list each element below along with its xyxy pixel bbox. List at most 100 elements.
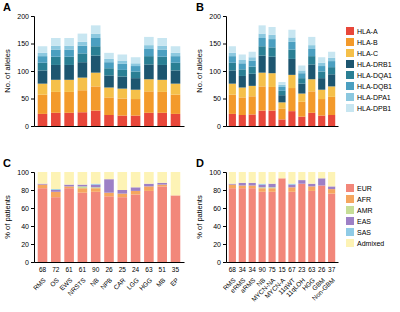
y-tick-mark (31, 244, 34, 245)
bar-segment (229, 114, 236, 126)
legend-item: HLA-DQB1 (346, 82, 392, 91)
bar-segment (38, 172, 48, 184)
y-tick-mark (31, 16, 34, 17)
y-tick: 20 (21, 241, 34, 248)
legend-item: HLA-DQA1 (346, 71, 392, 80)
bar-segment (328, 186, 335, 189)
legend-label: EAS (357, 218, 371, 225)
bar-segment (78, 172, 88, 185)
bar-segment (239, 76, 246, 88)
bar-segment (118, 61, 128, 64)
bar-segment (229, 185, 236, 189)
bar-segment (118, 64, 128, 70)
y-tick-mark (31, 262, 34, 263)
bar-segment (328, 67, 335, 74)
bar-segment (51, 46, 61, 50)
bar-segment (308, 186, 315, 191)
bar-segment (298, 102, 305, 117)
bar-segment (259, 86, 266, 110)
bar-segment (171, 114, 181, 126)
bar-segment (229, 56, 236, 63)
bar-segment (131, 72, 141, 79)
bar-segment (288, 42, 295, 50)
bar-segment (259, 188, 266, 192)
bar-segment (144, 49, 154, 56)
bar-segment (298, 84, 305, 94)
y-tick-label: 50 (213, 95, 221, 102)
bars (38, 172, 181, 262)
bar-segment (91, 38, 101, 46)
legend-swatch (346, 60, 354, 68)
bar-segment (157, 46, 167, 50)
bar-segment (318, 99, 325, 116)
legend-item: HLA-C (346, 49, 378, 57)
y-tick: 200 (209, 13, 226, 20)
bar-segment (239, 115, 246, 126)
bar-segment (259, 46, 266, 55)
bar-segment (229, 172, 236, 184)
y-tick-label: 100 (209, 169, 221, 176)
x-tick: EP (169, 262, 180, 287)
bar-segment (51, 65, 61, 80)
bar-segment (78, 112, 88, 126)
bar-segment (78, 78, 88, 91)
bar-segment (239, 55, 246, 61)
y-tick-mark (223, 190, 226, 191)
bar-segment (171, 63, 181, 71)
bar-segment (278, 82, 285, 85)
y-tick-mark (223, 16, 226, 17)
bar-segment (288, 50, 295, 59)
y-tick-mark (31, 208, 34, 209)
bar-segment (78, 193, 88, 262)
y-tick: 60 (213, 205, 226, 212)
x-tick: HGG (138, 262, 153, 292)
bar-segment (328, 194, 335, 262)
y-axis-line (31, 17, 35, 127)
bar-segment (78, 46, 88, 54)
x-tick-label: MB (155, 276, 167, 288)
bar-segment (268, 192, 275, 262)
legend-item: HLA-DPB1 (346, 104, 391, 112)
x-axis (35, 126, 185, 128)
bar-segment (239, 60, 246, 63)
plot: 050100150200No. of alleles (3, 13, 185, 130)
bar-segment (144, 79, 154, 91)
bar-segment (91, 111, 101, 126)
bar-segment (131, 90, 141, 99)
bar-segment (38, 56, 48, 63)
bar-segment (118, 116, 128, 126)
x-tick-label: Non-GBM (311, 276, 336, 301)
bar-segment (288, 192, 295, 262)
bar-segment (51, 80, 61, 92)
bar-segment (259, 25, 266, 33)
legend: HLA-AHLA-BHLA-CHLA-DRB1HLA-DQA1HLA-DQB1H… (346, 27, 392, 112)
bar-segment (78, 62, 88, 77)
bar-segment (318, 90, 325, 99)
legend-label: HLA-DQB1 (357, 83, 392, 91)
x-tick-label: aRMS (239, 276, 257, 294)
y-tick-label: 200 (209, 13, 221, 20)
bar-segment (308, 56, 315, 64)
y-axis-line (223, 173, 227, 263)
bar-segment (239, 188, 246, 262)
bar-segment (38, 114, 48, 126)
bar-segment (259, 111, 266, 126)
bar-segment (318, 66, 325, 72)
y-axis-title: No. of alleles (3, 49, 12, 93)
legend-swatch (346, 93, 354, 101)
y-axis: 020406080100 (209, 169, 226, 266)
bar-segment (298, 180, 305, 184)
bar-segment (268, 188, 275, 192)
y-tick: 80 (21, 187, 34, 194)
bar-segment (118, 194, 128, 198)
x-tick: aRMS (239, 262, 257, 294)
legend-item: HLA-A (346, 27, 378, 35)
plot: 020406080100RMSOSEWSNRSTSNBNPBCARLGGHGGM… (3, 169, 185, 297)
bar-segment (268, 57, 275, 73)
y-tick: 100 (209, 68, 226, 75)
bar-segment (131, 172, 141, 187)
bar-segment (268, 111, 275, 126)
y-tick: 40 (21, 223, 34, 230)
bar-segment (308, 91, 315, 112)
bar-segment (278, 102, 285, 108)
